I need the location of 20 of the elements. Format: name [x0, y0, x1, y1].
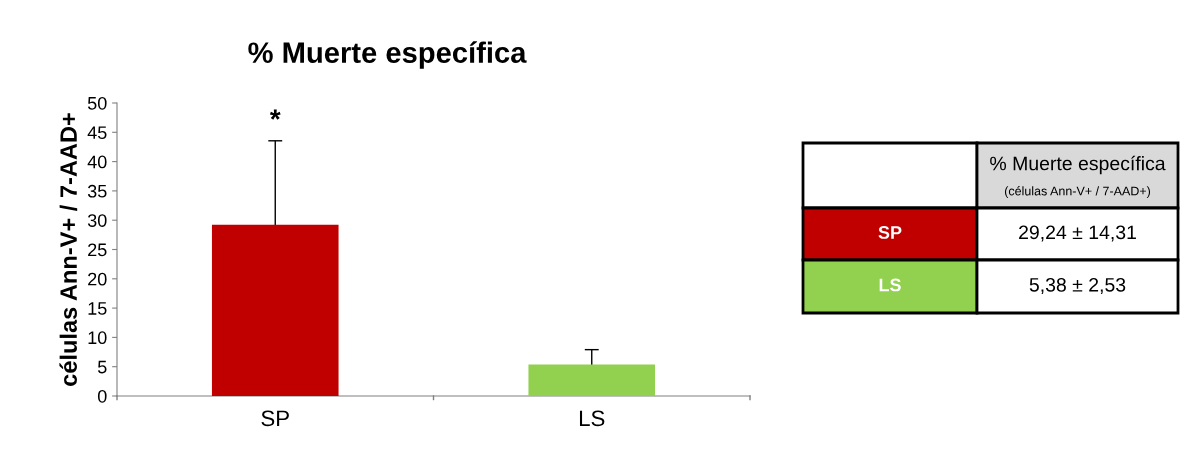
y-tick-label: 5: [97, 360, 107, 374]
y-tick-label: 15: [88, 302, 107, 315]
y-tick-label: 45: [87, 126, 107, 140]
category-label: SP: [878, 226, 902, 239]
chart-title: % Muerte específica: [248, 41, 527, 69]
category-label: LS: [879, 278, 901, 292]
y-tick-label: 40: [87, 155, 107, 169]
text: % Muerte específica: [990, 155, 1166, 175]
text: (células Ann-V+ / 7-AAD+): [1004, 186, 1151, 198]
text: 5,38 ± 2,53: [1029, 277, 1126, 295]
text: 29,24 ± 14,31: [1019, 225, 1136, 242]
y-tick-label: 25: [88, 243, 107, 257]
y-tick-label: 0: [97, 389, 107, 403]
y-tick-label: 30: [87, 214, 107, 227]
y-tick-label: 20: [88, 272, 107, 286]
y-axis-title: células Ann-V+ / 7-AAD+: [59, 113, 78, 386]
y-tick-label: 35: [87, 184, 107, 198]
y-tick-label: 10: [88, 331, 107, 345]
annotation: *: [269, 109, 281, 120]
y-tick-label: 50: [87, 96, 107, 110]
